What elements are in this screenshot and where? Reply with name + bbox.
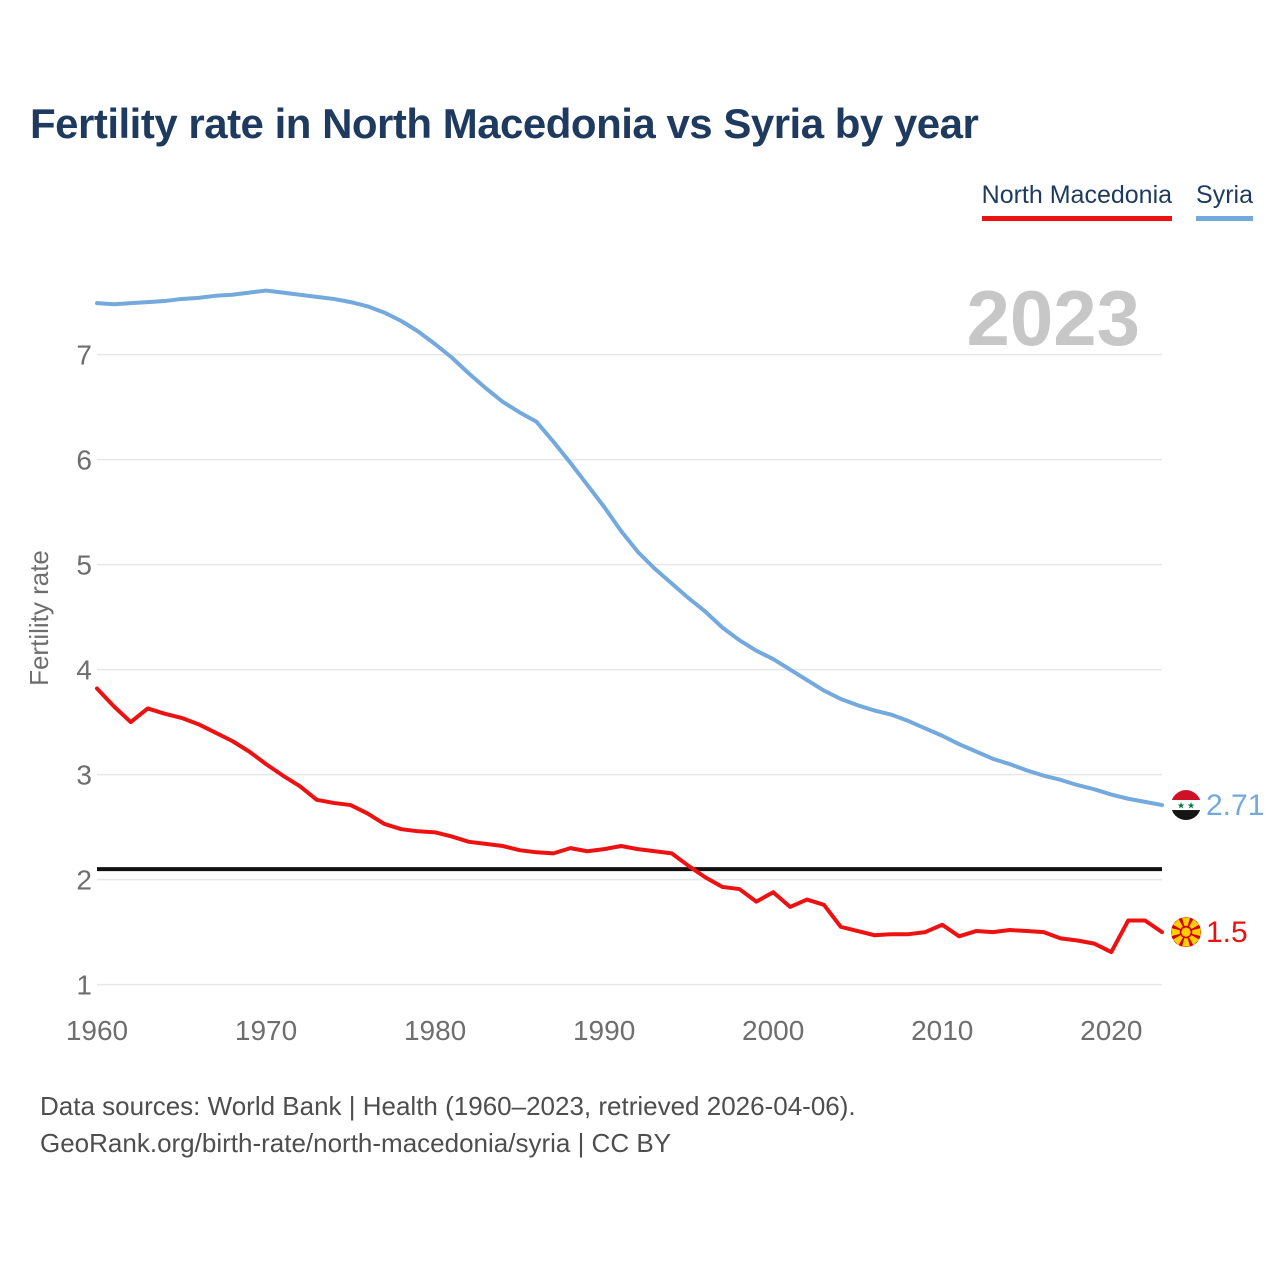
- north-macedonia-line: [95, 686, 1164, 955]
- x-tick-label: 1960: [66, 1015, 128, 1046]
- y-tick-label: 2: [76, 865, 92, 896]
- grid-layer: 1 2 3 4 5 6 7 1960 1970 1980 1990 2000 2010 2020: [66, 340, 1162, 1046]
- y-tick-label: 5: [76, 550, 92, 581]
- x-tick-label: 1990: [573, 1015, 635, 1046]
- north-macedonia-end-value: 1.5: [1206, 916, 1248, 949]
- y-tick-label: 1: [76, 970, 92, 1001]
- legend-item-north-macedonia[interactable]: North Macedonia: [981, 181, 1173, 221]
- y-axis-title: Fertility rate: [24, 550, 54, 686]
- footer: Data sources: World Bank | Health (1960–…: [40, 1088, 856, 1162]
- x-tick-label: 2000: [742, 1015, 804, 1046]
- legend-label-syria: Syria: [1196, 181, 1253, 209]
- series-layer: ★ ★ 2.711.5: [95, 288, 1264, 955]
- syria-end-value: 2.71: [1206, 789, 1264, 822]
- north-macedonia-flag-icon: [1171, 917, 1201, 948]
- legend: North Macedonia Syria: [981, 181, 1253, 221]
- attribution-line: GeoRank.org/birth-rate/north-macedonia/s…: [40, 1128, 672, 1158]
- legend-label-north-macedonia: North Macedonia: [981, 181, 1173, 209]
- legend-item-syria[interactable]: Syria: [1196, 181, 1253, 221]
- data-sources-line: Data sources: World Bank | Health (1960–…: [40, 1091, 856, 1121]
- svg-text:★: ★: [1177, 800, 1185, 810]
- y-tick-label: 7: [76, 340, 92, 371]
- svg-text:★: ★: [1187, 800, 1195, 810]
- x-tick-label: 2010: [911, 1015, 973, 1046]
- y-tick-label: 6: [76, 445, 92, 476]
- x-tick-label: 2020: [1080, 1015, 1142, 1046]
- y-tick-label: 4: [76, 655, 92, 686]
- x-tick-label: 1970: [235, 1015, 297, 1046]
- syria-line: [95, 288, 1164, 808]
- watermark-year: 2023: [966, 274, 1140, 362]
- syria-flag-icon: ★ ★: [1171, 790, 1201, 821]
- page-title: Fertility rate in North Macedonia vs Syr…: [30, 100, 979, 147]
- x-tick-label: 1980: [404, 1015, 466, 1046]
- y-tick-label: 3: [76, 760, 92, 791]
